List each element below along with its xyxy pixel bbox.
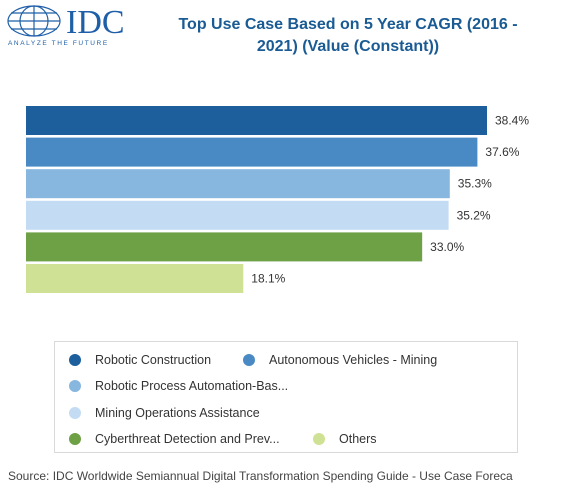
legend-label: Cyberthreat Detection and Prev... (95, 432, 280, 446)
bar-4[interactable] (26, 232, 423, 262)
legend-swatch (69, 433, 81, 445)
idc-logo: IDC ANALYZE THE FUTURE (6, 4, 128, 48)
legend-swatch (69, 380, 81, 392)
logo-wordmark: IDC (66, 4, 125, 41)
legend-swatch (243, 354, 255, 366)
legend-swatch (69, 407, 81, 419)
logo-tagline: ANALYZE THE FUTURE (8, 40, 109, 47)
bar-0[interactable] (26, 106, 487, 135)
bar-value-label-5: 18.1% (251, 272, 285, 286)
bar-chart: 38.4% 37.6% 35.3% 35.2% 33.0% 18.1% (26, 106, 529, 293)
source-note: Source: IDC Worldwide Semiannual Digital… (8, 469, 513, 483)
legend-item-cyberthreat[interactable]: Cyberthreat Detection and Prev... (69, 432, 280, 446)
bar-value-label-0: 38.4% (495, 114, 529, 128)
bar-value-label-2: 35.3% (458, 177, 492, 191)
bar-value-label-3: 35.2% (457, 208, 491, 222)
chart-title: Top Use Case Based on 5 Year CAGR (2016 … (138, 14, 558, 58)
legend-label: Robotic Construction (95, 353, 212, 367)
legend-item-autonomous-vehicles[interactable]: Autonomous Vehicles - Mining (243, 353, 437, 367)
legend-label: Autonomous Vehicles - Mining (269, 353, 438, 367)
legend-label: Robotic Process Automation-Bas... (95, 379, 289, 393)
legend-item-robotic-process[interactable]: Robotic Process Automation-Bas... (69, 379, 288, 393)
chart-legend: Robotic Construction Autonomous Vehicles… (54, 341, 518, 453)
bar-value-label-1: 37.6% (485, 145, 519, 159)
legend-label: Mining Operations Assistance (95, 406, 260, 420)
globe-icon (7, 5, 61, 37)
chart-title-line-1: Top Use Case Based on 5 Year CAGR (2016 … (178, 16, 518, 33)
bar-5[interactable] (26, 264, 244, 293)
bar-2[interactable] (26, 169, 450, 199)
legend-label: Others (339, 432, 377, 446)
bar-1[interactable] (26, 137, 478, 167)
legend-swatch (313, 433, 325, 445)
legend-item-robotic-construction[interactable]: Robotic Construction (69, 353, 211, 367)
legend-item-others[interactable]: Others (313, 432, 377, 446)
chart-title-line-2: 2021) (Value (Constant)) (256, 38, 440, 55)
legend-swatch (69, 354, 81, 366)
legend-item-mining-operations[interactable]: Mining Operations Assistance (69, 406, 260, 420)
bar-value-label-4: 33.0% (430, 240, 464, 254)
bar-3[interactable] (26, 200, 449, 230)
